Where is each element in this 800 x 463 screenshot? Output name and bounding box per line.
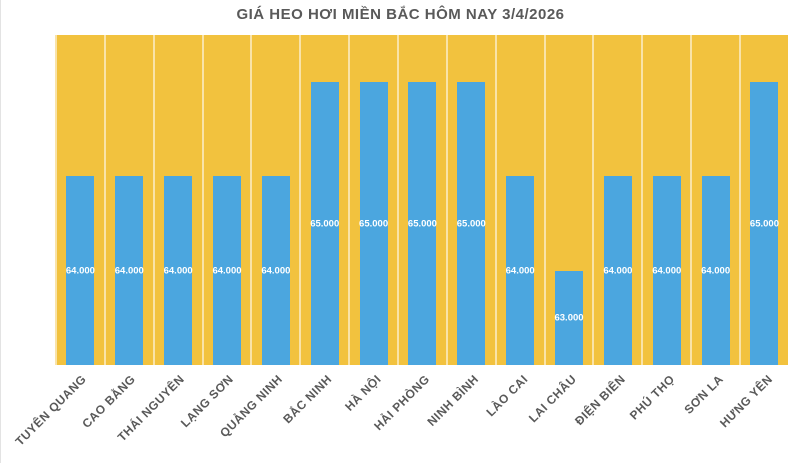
bar-value-label: 65.000	[310, 218, 340, 229]
x-axis-label-tuyen-quang: TUYÊN QUANG	[12, 372, 90, 449]
bar-ha-noi: 65.000	[359, 82, 389, 365]
category-column-lang-son: 64.000	[201, 35, 251, 365]
category-column-thai-nguyen: 64.000	[152, 35, 202, 365]
bar-value-label: 64.000	[65, 265, 95, 276]
bar-value-label: 65.000	[749, 218, 779, 229]
x-axis-label-phu-tho: PHÚ THỌ	[626, 372, 678, 423]
bar-lang-son: 64.000	[212, 176, 242, 365]
plot-area: 64.000 64.000 64.000 64.000 64.000 65.000 65.0…	[55, 35, 790, 365]
x-axis-label-quang-ninh: QUẢNG NINH	[217, 372, 286, 441]
x-axis-label-lai-chau: LAI CHÂU	[526, 372, 580, 426]
bar-bac-ninh: 65.000	[310, 82, 340, 365]
x-axis-label-ha-noi: HÀ NỘI	[341, 372, 384, 414]
bar-value-label: 64.000	[163, 265, 193, 276]
chart-title: GIÁ HEO HƠI MIỀN BẮC HÔM NAY 3/4/2026	[236, 6, 565, 23]
x-axis-label-dien-bien: ĐIỆN BIÊN	[572, 372, 629, 428]
category-column-tuyen-quang: 64.000	[55, 35, 104, 365]
bar-ninh-binh: 65.000	[456, 82, 486, 365]
category-column-son-la: 64.000	[690, 35, 740, 365]
category-column-dien-bien: 64.000	[592, 35, 642, 365]
bar-thai-nguyen: 64.000	[163, 176, 193, 365]
category-column-bac-ninh: 65.000	[299, 35, 349, 365]
bar-value-label: 64.000	[603, 265, 633, 276]
bar-value-label: 65.000	[456, 218, 486, 229]
category-column-quang-ninh: 64.000	[250, 35, 300, 365]
category-column-lai-chau: 63.000	[543, 35, 593, 365]
bar-value-label: 64.000	[652, 265, 682, 276]
bar-hung-yen: 65.000	[749, 82, 779, 365]
bar-dien-bien: 64.000	[603, 176, 633, 365]
category-column-phu-tho: 64.000	[641, 35, 691, 365]
bar-quang-ninh: 64.000	[261, 176, 291, 365]
bar-value-label: 64.000	[114, 265, 144, 276]
bar-value-label: 63.000	[554, 312, 584, 324]
x-axis-label-ninh-binh: NINH BÌNH	[424, 372, 482, 429]
x-axis-label-thai-nguyen: THÁI NGUYÊN	[115, 372, 188, 445]
bar-tuyen-quang: 64.000	[65, 176, 95, 365]
category-column-ha-noi: 65.000	[348, 35, 398, 365]
bar-lao-cai: 64.000	[505, 176, 535, 365]
bar-value-label: 64.000	[701, 265, 731, 276]
bar-value-label: 64.000	[261, 265, 291, 276]
category-column-hung-yen: 65.000	[739, 35, 788, 365]
bar-cao-bang: 64.000	[114, 176, 144, 365]
x-axis-label-hai-phong: HẢI PHÒNG	[371, 372, 433, 434]
bar-value-label: 65.000	[359, 218, 389, 229]
category-column-hai-phong: 65.000	[397, 35, 446, 365]
category-column-lao-cai: 64.000	[494, 35, 544, 365]
bar-phu-tho: 64.000	[652, 176, 682, 365]
bar-value-label: 64.000	[212, 265, 242, 276]
bar-son-la: 64.000	[701, 176, 731, 365]
bar-hai-phong: 65.000	[407, 82, 437, 365]
x-axis-label-cao-bang: CAO BẰNG	[79, 372, 139, 431]
x-axis-label-hung-yen: HƯNG YÊN	[717, 372, 776, 431]
category-column-cao-bang: 64.000	[103, 35, 153, 365]
x-axis-label-lang-son: LẠNG SƠN	[178, 372, 237, 431]
x-axis-label-bac-ninh: BẮC NINH	[280, 372, 335, 427]
bar-value-label: 64.000	[505, 265, 535, 276]
x-axis-label-lao-cai: LÀO CAI	[483, 372, 531, 420]
bar-lai-chau: 63.000	[554, 271, 584, 365]
category-column-ninh-binh: 65.000	[445, 35, 495, 365]
x-axis-label-son-la: SƠN LA	[681, 372, 727, 417]
bar-value-label: 65.000	[407, 218, 437, 229]
